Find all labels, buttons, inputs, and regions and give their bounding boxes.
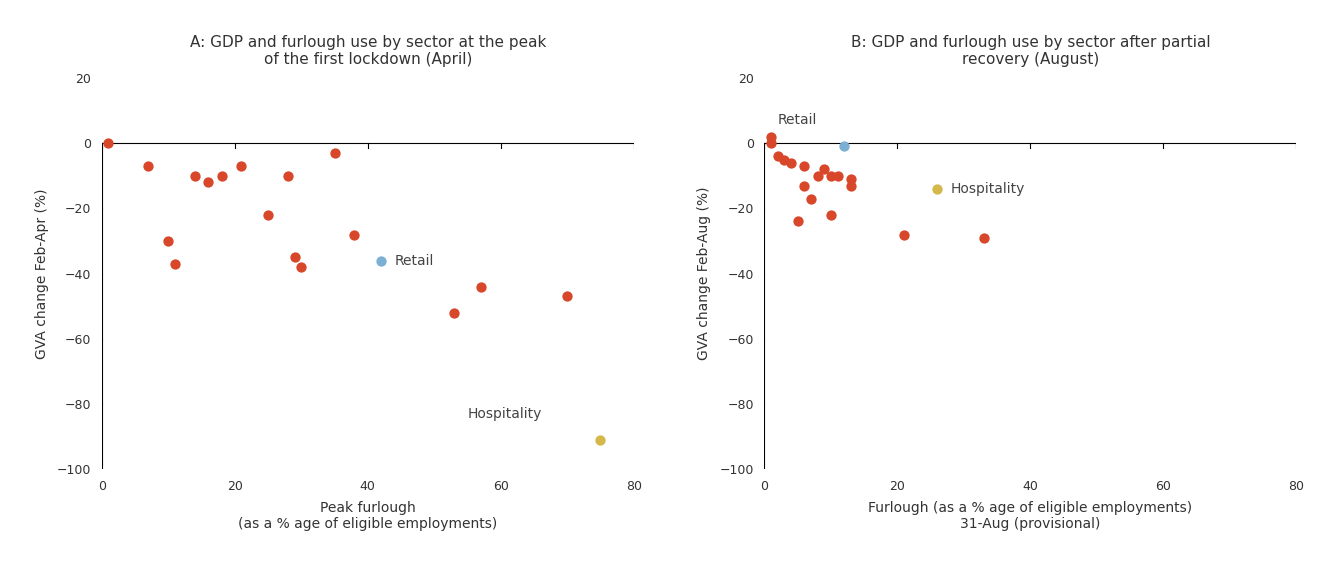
Point: [973, 233, 995, 242]
Point: [557, 292, 578, 301]
Point: [833, 142, 854, 151]
Title: B: GDP and furlough use by sector after partial
recovery (August): B: GDP and furlough use by sector after …: [850, 35, 1210, 67]
Point: [230, 161, 252, 170]
Point: [807, 171, 829, 181]
Point: [761, 139, 782, 148]
X-axis label: Peak furlough
(as a % age of eligible employments): Peak furlough (as a % age of eligible em…: [238, 501, 497, 531]
Point: [927, 185, 948, 194]
Point: [470, 282, 491, 291]
Text: Hospitality: Hospitality: [951, 182, 1024, 196]
Point: [781, 158, 802, 168]
Point: [138, 161, 159, 170]
Point: [257, 211, 279, 220]
Point: [787, 217, 809, 226]
Point: [589, 435, 611, 444]
Y-axis label: GVA change Feb-Aug (%): GVA change Feb-Aug (%): [698, 187, 711, 361]
Point: [893, 230, 915, 239]
Point: [840, 174, 861, 183]
Point: [98, 139, 119, 148]
Point: [165, 259, 186, 268]
Point: [291, 263, 312, 272]
Text: Retail: Retail: [395, 254, 434, 268]
Point: [794, 161, 815, 170]
Point: [767, 152, 789, 161]
Point: [371, 256, 392, 265]
Point: [344, 230, 366, 239]
Text: Retail: Retail: [778, 113, 817, 127]
Point: [774, 155, 795, 164]
Point: [210, 171, 232, 181]
Point: [185, 171, 206, 181]
Point: [443, 308, 465, 318]
X-axis label: Furlough (as a % age of eligible employments)
31-Aug (provisional): Furlough (as a % age of eligible employm…: [868, 501, 1193, 531]
Point: [277, 171, 299, 181]
Point: [158, 237, 179, 246]
Point: [821, 171, 842, 181]
Point: [284, 253, 305, 262]
Text: Hospitality: Hospitality: [467, 407, 542, 421]
Point: [198, 178, 220, 187]
Point: [814, 165, 836, 174]
Point: [324, 148, 345, 157]
Point: [794, 181, 815, 190]
Title: A: GDP and furlough use by sector at the peak
of the first lockdown (April): A: GDP and furlough use by sector at the…: [190, 35, 546, 67]
Point: [801, 194, 822, 203]
Point: [821, 211, 842, 220]
Point: [761, 132, 782, 142]
Point: [826, 171, 848, 181]
Point: [840, 181, 861, 190]
Y-axis label: GVA change Feb-Apr (%): GVA change Feb-Apr (%): [35, 188, 48, 359]
